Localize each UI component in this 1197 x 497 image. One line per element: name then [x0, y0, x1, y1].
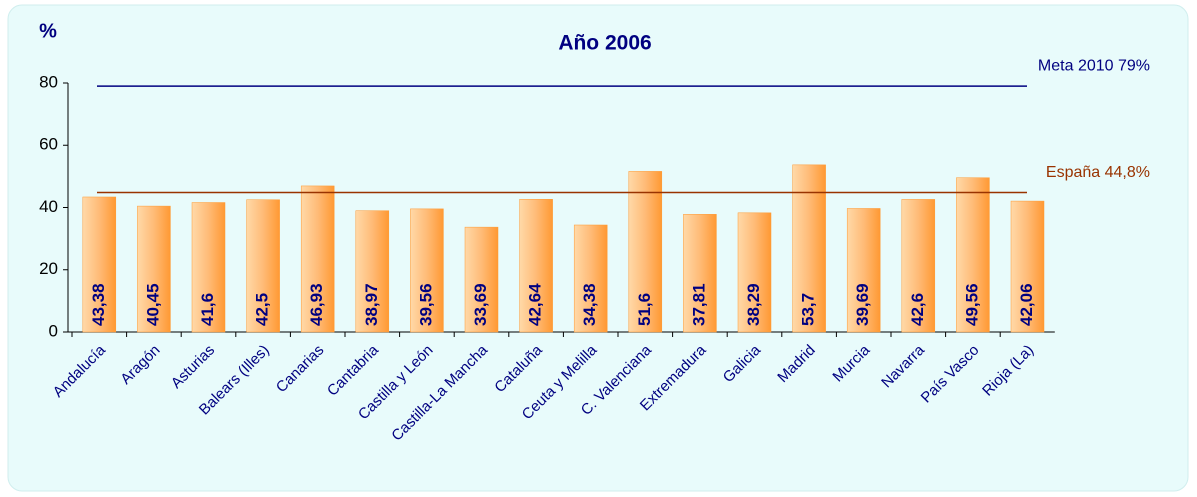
value-label: 43,38: [89, 283, 108, 326]
y-axis-label: %: [39, 20, 57, 42]
bar: [191, 202, 226, 333]
bar: [300, 185, 335, 333]
bar: [355, 210, 390, 333]
bar: [464, 226, 499, 333]
bar: [846, 208, 881, 333]
reference-label: España 44,8%: [1046, 164, 1150, 181]
value-label: 46,93: [307, 283, 326, 326]
y-tick-label: 60: [39, 135, 58, 154]
bar: [901, 199, 936, 333]
bar: [683, 214, 717, 333]
value-label: 53,7: [799, 293, 818, 326]
value-label: 39,69: [853, 283, 872, 326]
y-tick-label: 80: [39, 72, 58, 91]
bar: [410, 208, 444, 333]
value-label: 41,6: [198, 293, 217, 326]
y-tick-label: 20: [39, 259, 58, 278]
value-label: 42,64: [526, 283, 545, 326]
value-label: 49,56: [962, 283, 981, 326]
y-tick-label: 0: [49, 321, 58, 340]
value-label: 42,06: [1017, 283, 1036, 326]
bar: [628, 171, 663, 333]
value-label: 37,81: [689, 283, 708, 326]
value-label: 40,45: [143, 283, 162, 326]
value-label: 42,6: [908, 293, 927, 326]
value-label: 38,97: [362, 283, 381, 326]
value-label: 34,38: [580, 283, 599, 326]
bar: [573, 224, 608, 333]
bar: [737, 212, 772, 333]
value-label: 39,56: [416, 283, 435, 326]
bar: [82, 196, 117, 333]
value-label: 33,69: [471, 283, 490, 326]
bar: [519, 199, 553, 333]
bar: [137, 205, 171, 333]
bar: [246, 199, 280, 333]
value-label: 38,29: [744, 283, 763, 326]
reference-label: Meta 2010 79%: [1038, 57, 1150, 74]
bar: [956, 177, 990, 333]
value-label: 42,5: [253, 293, 272, 326]
y-tick-label: 40: [39, 197, 58, 216]
chart-title: Año 2006: [558, 32, 651, 55]
value-label: 51,6: [635, 293, 654, 326]
bar: [1010, 200, 1045, 333]
